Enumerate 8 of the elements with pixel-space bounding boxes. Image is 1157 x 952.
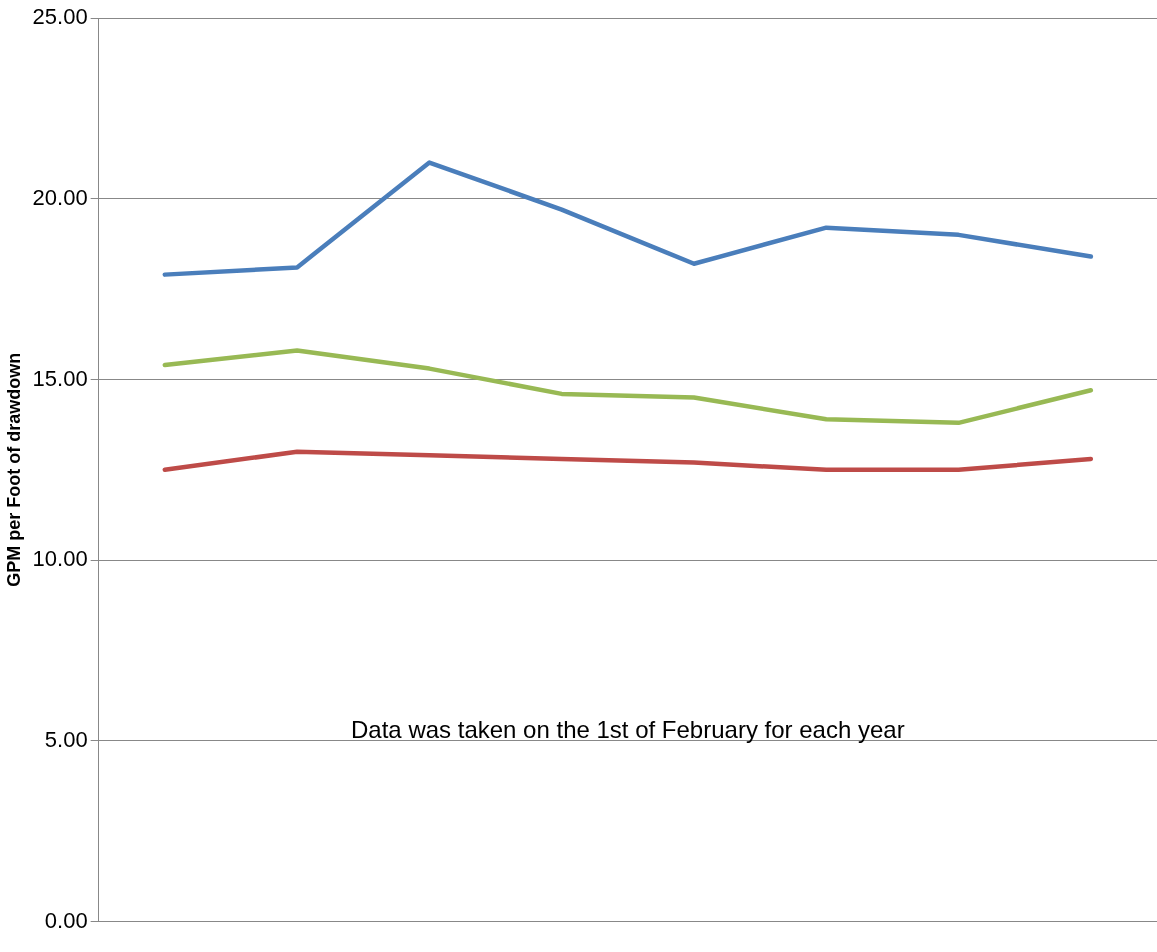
y-tick-label: 0.00 — [44, 907, 88, 933]
y-tick-label: 15.00 — [32, 365, 88, 391]
y-tick-label: 25.00 — [32, 4, 88, 30]
y-tick-label: 5.00 — [44, 726, 88, 752]
annotation: Data was taken on the 1st of February for each year — [351, 716, 905, 744]
y-tick-label: 20.00 — [32, 184, 88, 210]
y-axis-title: GPM per Foot of drawdown — [3, 352, 24, 587]
y-tick-label: 10.00 — [32, 546, 88, 572]
